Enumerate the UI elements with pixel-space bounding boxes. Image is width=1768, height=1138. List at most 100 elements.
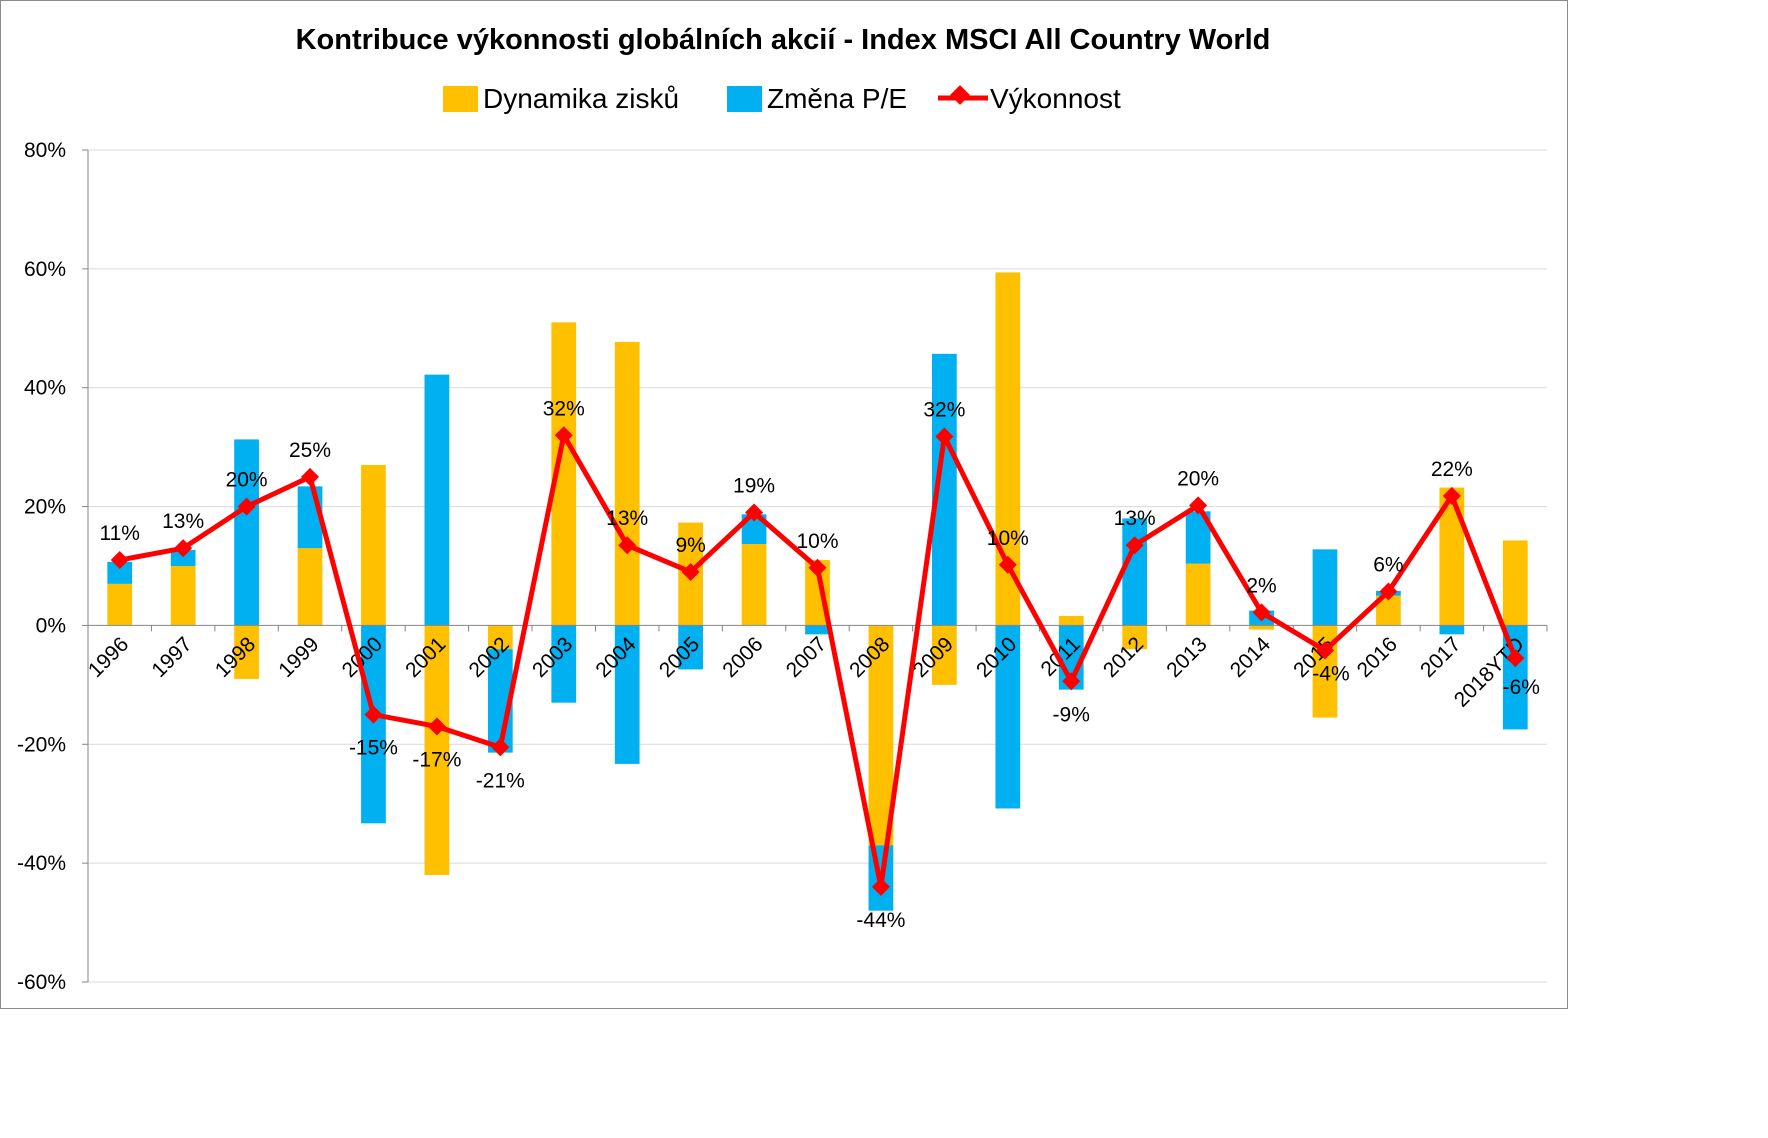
performance-marker-2013 — [1189, 496, 1208, 515]
bar-pe-change-2007 — [805, 625, 830, 635]
y-tick-label: -60% — [17, 971, 66, 994]
performance-marker-2003 — [554, 426, 573, 445]
performance-data-label: 2% — [1246, 574, 1276, 597]
performance-data-label: 13% — [162, 510, 204, 533]
performance-data-label: -9% — [1053, 703, 1090, 726]
chart-title: Kontribuce výkonnosti globálních akcií -… — [296, 24, 1271, 56]
x-category-label: 2014 — [1226, 632, 1276, 682]
performance-data-label: 6% — [1373, 554, 1403, 577]
x-category-label: 1996 — [84, 633, 133, 682]
bar-pe-change-2017 — [1439, 625, 1465, 635]
performance-marker-2006 — [745, 503, 764, 522]
bar-pe-change-2005 — [678, 625, 704, 670]
bar-pe-change-2010 — [995, 625, 1021, 809]
performance-data-label: 20% — [226, 469, 268, 492]
y-tick-label: 80% — [24, 139, 66, 162]
legend-swatch-pe-change — [727, 86, 762, 112]
legend-label-earnings: Dynamika zisků — [483, 83, 679, 114]
performance-data-label: -17% — [412, 748, 461, 771]
performance-data-label: -44% — [856, 909, 905, 932]
performance-data-label: 32% — [543, 397, 585, 420]
chart-frame — [0, 0, 1568, 1009]
performance-marker-2007 — [808, 558, 827, 577]
bar-earnings-2006 — [741, 544, 767, 626]
x-category-label: 2013 — [1162, 633, 1211, 682]
y-tick-label: 60% — [24, 258, 66, 281]
performance-marker-2009 — [935, 427, 954, 446]
bar-pe-change-2000 — [361, 625, 386, 824]
performance-data-label: -4% — [1312, 662, 1349, 685]
gridlines — [82, 149, 1547, 983]
data-labels: 11% 13% 20% 25% -15% -17% -21% 32% 13% 9% 19% 10% -4… — [99, 397, 1539, 932]
x-category-label: 2017 — [1416, 633, 1465, 682]
performance-marker-2000 — [364, 705, 383, 724]
performance-marker-1998 — [237, 497, 256, 516]
performance-marker-2004 — [618, 536, 637, 555]
performance-data-label: 13% — [606, 507, 648, 530]
performance-marker-2015 — [1315, 641, 1334, 660]
performance-marker-1997 — [174, 539, 193, 558]
bar-earnings-2013 — [1185, 563, 1211, 626]
x-category-label: 2007 — [782, 633, 831, 682]
bar-pe-change-1998 — [234, 439, 259, 626]
y-tick-label: 20% — [24, 496, 66, 519]
y-tick-label: -20% — [17, 733, 66, 756]
performance-line — [110, 426, 1525, 896]
bar-earnings-1997 — [170, 566, 196, 626]
performance-data-label: 10% — [796, 530, 838, 553]
performance-marker-2018YTD — [1506, 649, 1525, 668]
bar-earnings-2002 — [487, 625, 513, 650]
legend-marker-performance — [950, 85, 970, 105]
legend-label-pe-change: Změna P/E — [767, 83, 907, 114]
performance-marker-2010 — [998, 555, 1017, 574]
x-category-label: 2016 — [1353, 633, 1402, 682]
y-tick-label: -40% — [17, 852, 66, 875]
bars — [107, 272, 1528, 911]
bar-pe-change-2003 — [551, 625, 577, 703]
performance-marker-2005 — [681, 562, 700, 581]
performance-marker-1996 — [110, 551, 129, 570]
bar-pe-change-2015 — [1312, 549, 1338, 626]
bar-earnings-2018YTD — [1502, 540, 1528, 626]
x-category-label: 1997 — [147, 633, 196, 682]
performance-marker-2008 — [871, 877, 890, 896]
performance-data-label: 32% — [923, 398, 965, 421]
bar-earnings-2011 — [1058, 615, 1084, 626]
y-tick-label: 40% — [24, 377, 66, 400]
bar-pe-change-1996 — [107, 561, 133, 584]
performance-marker-2016 — [1379, 582, 1398, 601]
bar-pe-change-2004 — [614, 625, 640, 764]
performance-data-label: -6% — [1503, 676, 1540, 699]
performance-data-label: 19% — [733, 475, 775, 498]
x-category-label: 2006 — [718, 633, 767, 682]
bar-earnings-1996 — [107, 583, 133, 626]
performance-data-label: 9% — [675, 534, 705, 557]
performance-data-label: 20% — [1177, 467, 1219, 490]
bar-earnings-2008 — [868, 625, 894, 846]
bar-earnings-2014 — [1249, 625, 1274, 630]
performance-data-label: 10% — [987, 527, 1029, 550]
bar-earnings-2009 — [931, 625, 957, 685]
performance-marker-2017 — [1442, 486, 1461, 505]
bar-earnings-2000 — [361, 464, 386, 626]
performance-marker-2002 — [491, 738, 510, 757]
y-tick-label: 0% — [36, 614, 66, 637]
bar-pe-change-1997 — [170, 549, 196, 566]
bar-earnings-2012 — [1122, 625, 1148, 650]
legend-swatch-earnings — [443, 86, 478, 112]
performance-data-label: 22% — [1431, 458, 1473, 481]
legend-label-performance: Výkonnost — [990, 83, 1121, 114]
bar-earnings-1999 — [297, 548, 323, 626]
performance-data-label: -15% — [349, 737, 398, 760]
x-category-label: 1999 — [274, 633, 323, 682]
performance-data-label: 25% — [289, 439, 331, 462]
bar-earnings-1998 — [234, 625, 259, 679]
performance-marker-2011 — [1062, 672, 1081, 691]
performance-data-label: 13% — [1114, 507, 1156, 530]
performance-marker-1999 — [301, 467, 320, 486]
bar-pe-change-2012 — [1122, 518, 1148, 626]
performance-marker-2014 — [1252, 603, 1271, 622]
legend: Dynamika zisků Změna P/E Výkonnost — [443, 83, 1121, 114]
performance-data-label: 11% — [99, 522, 139, 545]
bar-pe-change-2001 — [424, 374, 450, 626]
